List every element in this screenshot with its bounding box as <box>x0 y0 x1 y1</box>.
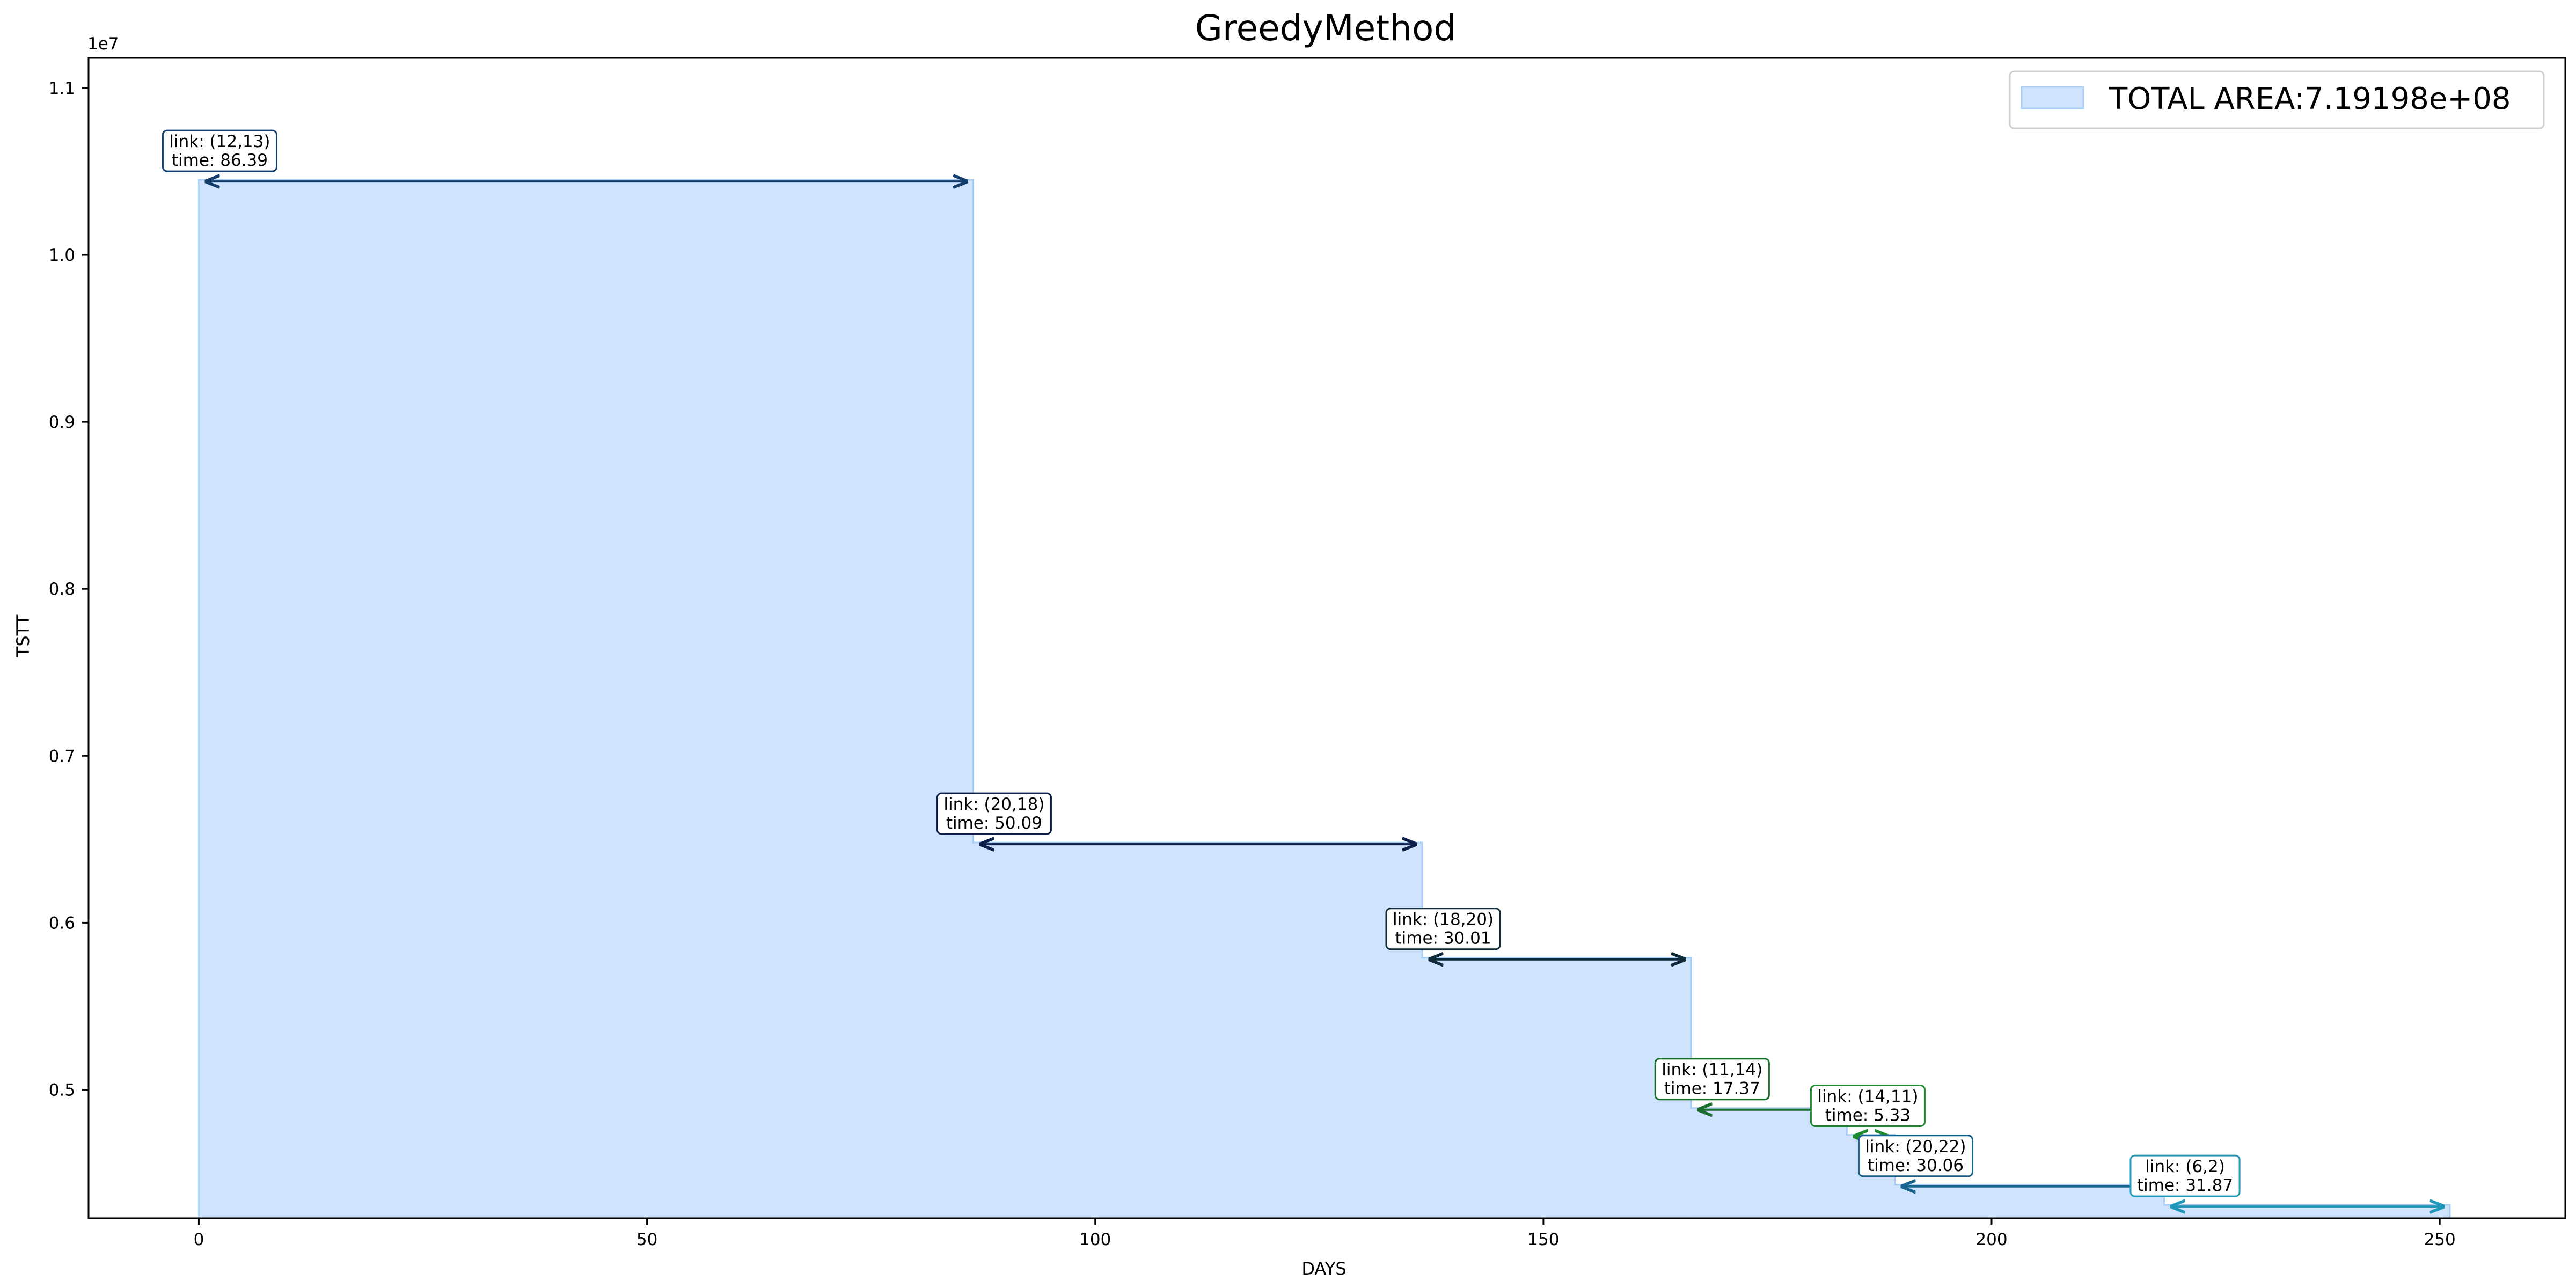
x-tick-label-3: 150 <box>1527 1230 1559 1249</box>
area-step-0 <box>199 180 974 1218</box>
axis-layer: 0 50 100 150 200 250 0.5 0.6 0.7 0.8 0.9 1.0 1.1 <box>49 57 2566 1249</box>
annotation-link-4: link: (14,11) <box>1817 1087 1918 1106</box>
y-tick-label-2: 0.7 <box>49 747 75 766</box>
x-tick-label-5: 250 <box>2424 1230 2456 1249</box>
chart-title: GreedyMethod <box>1195 8 1457 49</box>
step-annotation-3: link: (11,14)time: 17.37 <box>1654 1058 1770 1101</box>
annotation-time-4: time: 5.33 <box>1825 1106 1911 1125</box>
step-annotation-6: link: (6,2)time: 31.87 <box>2129 1154 2241 1197</box>
area-step-2 <box>1422 957 1692 1218</box>
x-tick-label-2: 100 <box>1079 1230 1111 1249</box>
x-tick-label-0: 0 <box>194 1230 204 1249</box>
annotation-link-0: link: (12,13) <box>169 132 270 151</box>
y-tick-label-5: 1.0 <box>49 246 75 265</box>
annotation-link-1: link: (20,18) <box>943 795 1044 814</box>
y-tick-label-0: 0.5 <box>49 1080 75 1100</box>
legend: TOTAL AREA:7.19198e+08 <box>2009 70 2545 129</box>
annotation-time-0: time: 86.39 <box>172 151 268 170</box>
y-tick-label-1: 0.6 <box>49 913 75 933</box>
x-tick-label-4: 200 <box>1975 1230 2007 1249</box>
annotation-box-2 <box>1385 908 1501 950</box>
annotation-time-2: time: 30.01 <box>1395 929 1491 948</box>
y-tick-label-4: 0.9 <box>49 413 75 432</box>
annotation-link-6: link: (6,2) <box>2145 1157 2225 1176</box>
annotation-box-3 <box>1654 1058 1770 1101</box>
annotation-box-5 <box>1857 1135 1973 1177</box>
y-tick-label-3: 0.8 <box>49 580 75 599</box>
annotation-box-1 <box>936 792 1052 835</box>
annotation-time-5: time: 30.06 <box>1868 1156 1964 1175</box>
annotation-link-5: link: (20,22) <box>1865 1137 1966 1157</box>
legend-label: TOTAL AREA:7.19198e+08 <box>2109 82 2511 116</box>
step-annotation-5: link: (20,22)time: 30.06 <box>1857 1135 1973 1177</box>
annotation-link-2: link: (18,20) <box>1393 910 1494 930</box>
legend-swatch <box>2021 86 2084 109</box>
y-tick-label-6: 1.1 <box>49 79 75 98</box>
annotation-box-0 <box>162 129 277 172</box>
annotation-time-3: time: 17.37 <box>1664 1079 1760 1099</box>
annotation-box-6 <box>2129 1154 2241 1197</box>
step-annotation-2: link: (18,20)time: 30.01 <box>1385 908 1501 950</box>
x-axis-title: DAYS <box>1301 1258 1346 1279</box>
step-annotation-0: link: (12,13)time: 86.39 <box>162 129 277 172</box>
x-tick-label-1: 50 <box>636 1230 657 1249</box>
step-annotation-4: link: (14,11)time: 5.33 <box>1810 1084 1926 1127</box>
annotation-link-3: link: (11,14) <box>1662 1060 1762 1080</box>
y-axis-title: TSTT <box>13 614 33 657</box>
plot-frame <box>87 57 2566 1219</box>
legend-frame <box>2009 70 2545 129</box>
step-annotation-1: link: (20,18)time: 50.09 <box>936 792 1052 835</box>
area-layer <box>197 179 2451 1218</box>
annotation-box-4 <box>1810 1084 1926 1127</box>
annotation-time-1: time: 50.09 <box>946 814 1042 833</box>
annotation-time-6: time: 31.87 <box>2137 1176 2233 1195</box>
y-offset-label: 1e7 <box>87 34 119 54</box>
area-step-5 <box>1894 1184 2164 1218</box>
area-step-1 <box>973 843 1423 1218</box>
